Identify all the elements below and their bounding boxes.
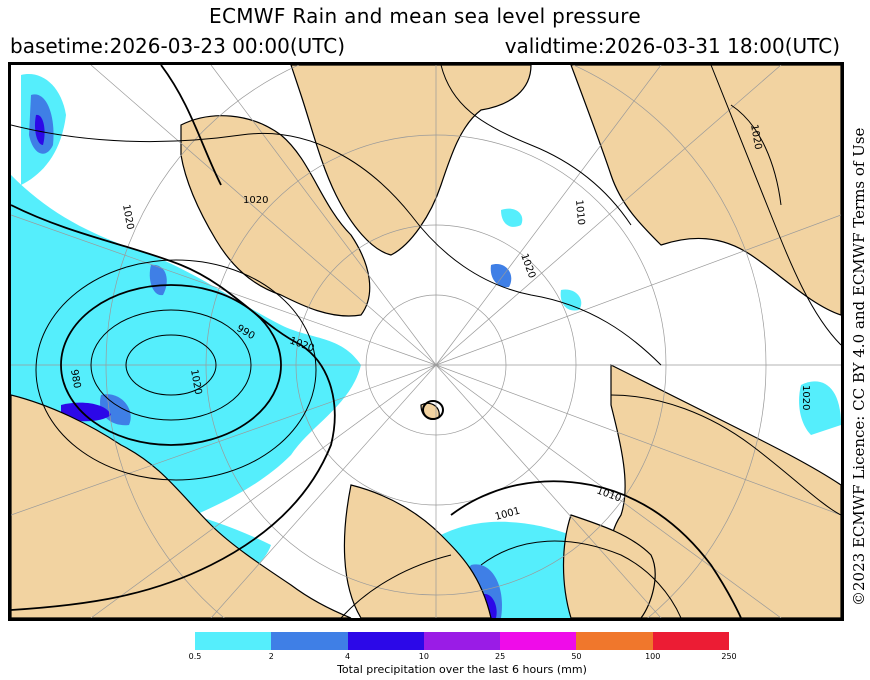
- legend-ticks: 0.5 2 4 10 25 50 100 250: [189, 652, 737, 662]
- legend-swatch: [652, 632, 729, 650]
- isobar-label: 1020: [188, 369, 203, 396]
- legend-tick: 250: [721, 652, 737, 661]
- legend-swatch: [500, 632, 577, 650]
- legend-swatch: [271, 632, 348, 650]
- isobar-label: 1001: [494, 506, 521, 523]
- legend-swatch: [347, 632, 424, 650]
- siberia-east: [609, 364, 841, 618]
- legend-swatch: [423, 632, 501, 650]
- licence-strip: ©2023 ECMWF Licence: CC BY 4.0 and ECMWF…: [846, 80, 870, 610]
- isobar-label: 1020: [518, 252, 537, 280]
- isobars: [11, 65, 841, 618]
- small-pressure-cell: [422, 400, 444, 420]
- chart-title: ECMWF Rain and mean sea level pressure: [209, 4, 641, 28]
- low-pressure-center: [125, 334, 217, 396]
- isobar-label: 980: [68, 369, 82, 390]
- forecast-map: 1020 1020 1020 1020 1020 1020 1010 1010 …: [8, 62, 844, 621]
- isobar-label: 1020: [120, 204, 135, 231]
- map-canvas: 1020 1020 1020 1020 1020 1020 1010 1010 …: [11, 65, 841, 618]
- legend-swatch: [576, 632, 653, 650]
- validtime-label: validtime:2026-03-31 18:00(UTC): [504, 34, 840, 58]
- precip-legend: [195, 632, 729, 650]
- asia-northeast: [570, 65, 841, 316]
- isobar-label: 1010: [573, 199, 586, 225]
- isobar-label: 1010: [595, 485, 623, 504]
- europe-north: [11, 394, 352, 618]
- licence-text: ©2023 ECMWF Licence: CC BY 4.0 and ECMWF…: [850, 127, 868, 606]
- legend-tick: 0.5: [188, 652, 202, 661]
- legend-tick: 10: [418, 652, 429, 661]
- legend-tick: 50: [571, 652, 582, 661]
- graticule: [11, 65, 841, 618]
- legend-swatch: [195, 632, 272, 650]
- isobar-label: 1020: [243, 195, 268, 206]
- isobar-label: 1020: [800, 385, 811, 410]
- land-layer: [11, 65, 841, 618]
- legend-tick: 4: [345, 652, 351, 661]
- legend-tick: 2: [268, 652, 274, 661]
- isobar-label: 1020: [748, 124, 763, 151]
- basetime-label: basetime:2026-03-23 00:00(UTC): [10, 34, 346, 58]
- legend-label: Total precipitation over the last 6 hour…: [337, 663, 587, 676]
- legend-tick: 25: [495, 652, 506, 661]
- legend-tick: 100: [645, 652, 661, 661]
- siberia-north: [562, 514, 656, 618]
